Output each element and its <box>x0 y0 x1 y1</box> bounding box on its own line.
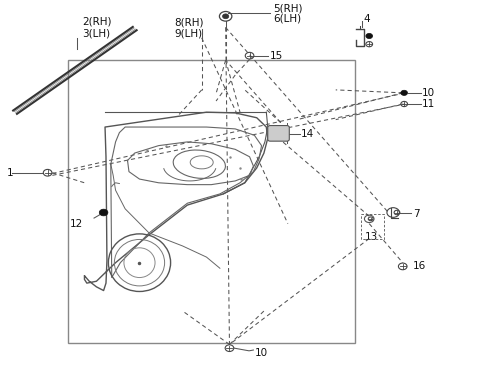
Text: 5(RH): 5(RH) <box>274 3 303 13</box>
Text: 12: 12 <box>70 219 84 229</box>
Text: 9(LH): 9(LH) <box>174 28 202 38</box>
Bar <box>68 60 355 342</box>
Text: 8(RH): 8(RH) <box>174 18 204 28</box>
Text: 10: 10 <box>422 88 435 98</box>
Circle shape <box>99 209 108 216</box>
Text: 7: 7 <box>413 209 420 219</box>
Text: 15: 15 <box>270 51 283 61</box>
Text: 3(LH): 3(LH) <box>82 28 110 38</box>
Text: 14: 14 <box>301 129 314 139</box>
Circle shape <box>401 90 408 95</box>
Text: 2(RH): 2(RH) <box>82 16 111 26</box>
Text: 13: 13 <box>364 232 378 242</box>
Text: 1: 1 <box>6 168 13 178</box>
Circle shape <box>366 34 372 38</box>
FancyBboxPatch shape <box>268 126 289 141</box>
Text: 4: 4 <box>363 14 370 24</box>
Text: 16: 16 <box>413 261 427 272</box>
Text: 11: 11 <box>422 99 435 109</box>
Text: 10: 10 <box>254 348 267 358</box>
Circle shape <box>223 14 229 19</box>
Text: 6(LH): 6(LH) <box>274 13 301 23</box>
